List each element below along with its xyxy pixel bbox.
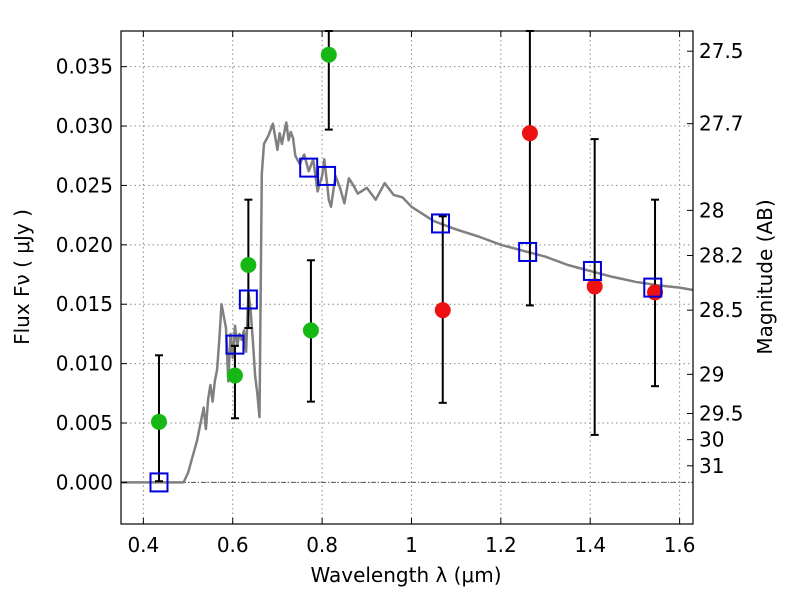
- right-tick-label: 31: [699, 454, 724, 478]
- errorbar-layer: [154, 30, 660, 483]
- x-tick-label: 1.2: [485, 533, 517, 557]
- y-tick-label: 0.000: [56, 470, 113, 494]
- x-tick-label: 1: [405, 533, 418, 557]
- y-axis-left-label: Flux Fν ( μJy ): [10, 209, 34, 345]
- model-photometry-box: [582, 260, 602, 281]
- right-tick-label: 30: [699, 428, 724, 452]
- right-tick-label: 29: [699, 362, 724, 386]
- x-tick-label: 1.4: [574, 533, 606, 557]
- y-tick-label: 0.005: [56, 411, 113, 435]
- y-tick-label: 0.015: [56, 292, 113, 316]
- red-data-point: [586, 278, 603, 295]
- green-data-point: [320, 46, 337, 63]
- model-photometry-box: [149, 472, 169, 493]
- y-tick-label: 0.025: [56, 173, 113, 197]
- model-photometry-box: [225, 334, 245, 355]
- red-data-point: [521, 125, 538, 142]
- y-tick-label: 0.035: [56, 55, 113, 79]
- x-tick-label: 0.4: [127, 533, 159, 557]
- marker-layer: [149, 46, 664, 493]
- model-photometry-box: [317, 165, 337, 186]
- right-tick-label: 27.5: [699, 39, 744, 63]
- x-tick-label: 0.8: [306, 533, 338, 557]
- y-axis-left-ticks: 0.000 0.005 0.010 0.015 0.020 0.025 0.030 0.035: [56, 55, 127, 494]
- model-photometry-box: [643, 277, 663, 298]
- right-tick-label: 28.5: [699, 298, 744, 322]
- right-tick-label: 28: [699, 198, 724, 222]
- model-photometry-box: [518, 241, 538, 262]
- model-photometry-box: [238, 289, 258, 310]
- x-axis-label: Wavelength λ (μm): [310, 563, 501, 587]
- right-tick-label: 29.5: [699, 402, 744, 426]
- y-tick-label: 0.010: [56, 352, 113, 376]
- green-data-point: [302, 322, 319, 339]
- red-data-point: [434, 302, 451, 319]
- y-tick-label: 0.030: [56, 114, 113, 138]
- plot-frame: [120, 30, 694, 525]
- green-data-point: [240, 257, 257, 274]
- x-tick-label: 0.6: [217, 533, 249, 557]
- model-spectrum-line: [121, 121, 694, 484]
- model-spectrum-layer: [121, 121, 694, 484]
- grid-lines: [121, 31, 693, 524]
- x-tick-label: 1.6: [664, 533, 696, 557]
- x-axis-ticks: 0.4 0.6 0.8 1 1.2 1.4 1.6: [127, 31, 696, 557]
- model-photometry-box: [431, 213, 451, 234]
- right-tick-label: 28.2: [699, 244, 744, 268]
- y-tick-label: 0.020: [56, 233, 113, 257]
- right-tick-label: 27.7: [699, 112, 744, 136]
- green-data-point: [226, 367, 243, 384]
- axes-box: [120, 30, 694, 525]
- y-axis-right-label: Magnitude (AB): [753, 199, 777, 354]
- green-data-point: [150, 413, 167, 430]
